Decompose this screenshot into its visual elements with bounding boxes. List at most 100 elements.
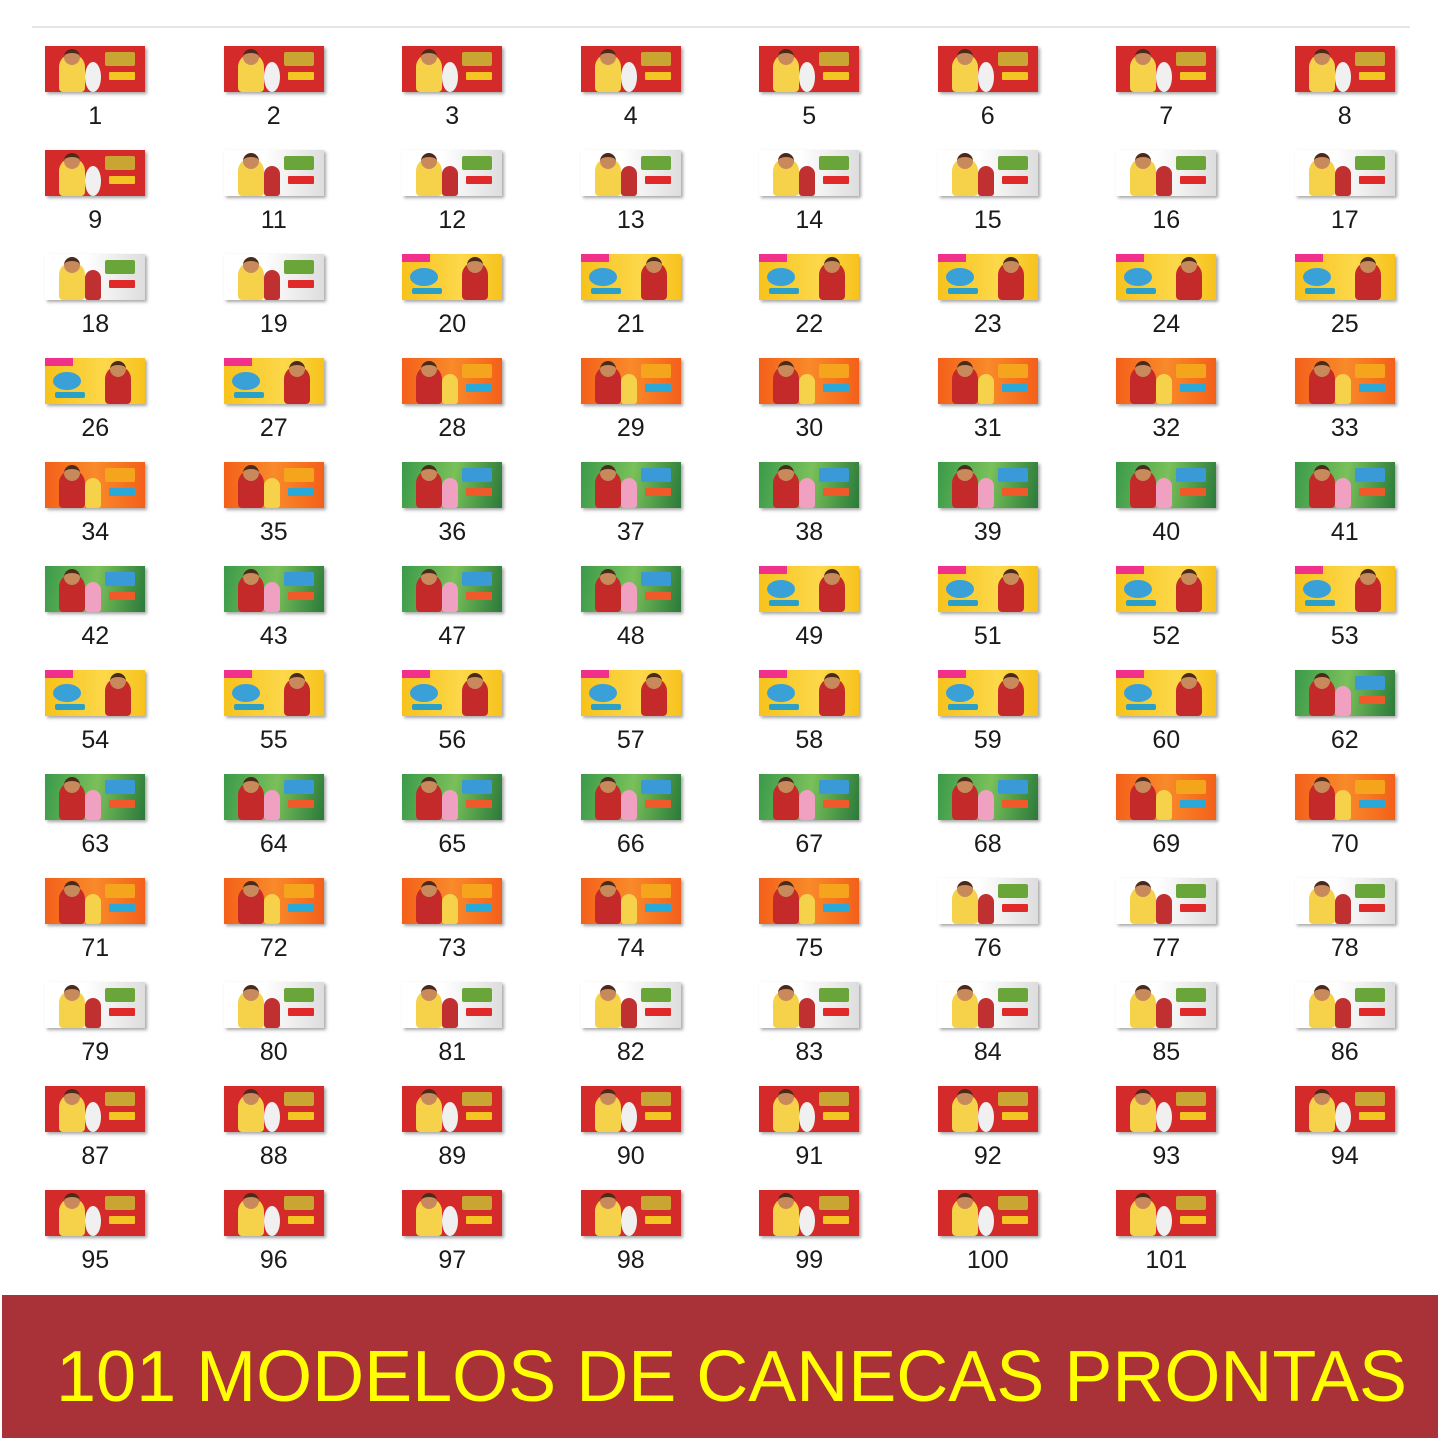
file-thumbnail[interactable]	[45, 1190, 146, 1236]
file-thumbnail[interactable]	[937, 982, 1038, 1028]
file-name[interactable]: 76	[973, 934, 1002, 962]
file-item[interactable]: 3	[363, 46, 542, 150]
file-item[interactable]: 53	[1256, 566, 1435, 670]
file-thumbnail[interactable]	[402, 358, 503, 404]
file-thumbnail[interactable]	[1294, 46, 1395, 92]
file-thumbnail[interactable]	[1294, 1086, 1395, 1132]
file-item[interactable]: 63	[6, 774, 185, 878]
file-thumbnail[interactable]	[580, 46, 681, 92]
file-item[interactable]: 8	[1256, 46, 1435, 150]
file-name[interactable]: 36	[438, 518, 467, 546]
file-thumbnail[interactable]	[580, 878, 681, 924]
file-name[interactable]: 88	[259, 1142, 288, 1170]
file-thumbnail[interactable]	[759, 878, 860, 924]
file-item[interactable]: 47	[363, 566, 542, 670]
file-thumbnail[interactable]	[1294, 982, 1395, 1028]
file-item[interactable]: 36	[363, 462, 542, 566]
file-item[interactable]: 19	[185, 254, 364, 358]
file-thumbnail[interactable]	[937, 46, 1038, 92]
file-thumbnail[interactable]	[759, 566, 860, 612]
file-item[interactable]: 20	[363, 254, 542, 358]
file-thumbnail[interactable]	[1116, 254, 1217, 300]
file-name[interactable]: 34	[81, 518, 110, 546]
file-thumbnail[interactable]	[45, 982, 146, 1028]
file-name[interactable]: 72	[259, 934, 288, 962]
file-item[interactable]: 72	[185, 878, 364, 982]
file-item[interactable]: 22	[720, 254, 899, 358]
file-name[interactable]: 98	[616, 1246, 645, 1274]
file-item[interactable]: 57	[542, 670, 721, 774]
file-thumbnail[interactable]	[759, 150, 860, 196]
file-thumbnail[interactable]	[937, 1190, 1038, 1236]
file-item[interactable]: 26	[6, 358, 185, 462]
file-item[interactable]: 75	[720, 878, 899, 982]
file-thumbnail[interactable]	[1294, 358, 1395, 404]
file-name[interactable]: 27	[259, 414, 288, 442]
file-name[interactable]: 60	[1152, 726, 1181, 754]
file-item[interactable]: 76	[899, 878, 1078, 982]
file-thumbnail[interactable]	[759, 462, 860, 508]
file-thumbnail[interactable]	[937, 150, 1038, 196]
file-name[interactable]: 52	[1152, 622, 1181, 650]
file-name[interactable]: 94	[1330, 1142, 1359, 1170]
file-item[interactable]: 73	[363, 878, 542, 982]
file-name[interactable]: 3	[445, 102, 460, 130]
file-item[interactable]: 29	[542, 358, 721, 462]
file-thumbnail[interactable]	[223, 878, 324, 924]
file-item[interactable]: 67	[720, 774, 899, 878]
file-thumbnail[interactable]	[1116, 670, 1217, 716]
file-thumbnail[interactable]	[759, 670, 860, 716]
file-thumbnail[interactable]	[223, 1086, 324, 1132]
file-name[interactable]: 39	[973, 518, 1002, 546]
file-item[interactable]: 62	[1256, 670, 1435, 774]
file-item[interactable]: 66	[542, 774, 721, 878]
file-item[interactable]: 60	[1077, 670, 1256, 774]
file-item[interactable]: 42	[6, 566, 185, 670]
file-thumbnail[interactable]	[45, 150, 146, 196]
file-item[interactable]: 79	[6, 982, 185, 1086]
file-thumbnail[interactable]	[1116, 150, 1217, 196]
file-name[interactable]: 18	[81, 310, 110, 338]
file-name[interactable]: 57	[616, 726, 645, 754]
file-thumbnail[interactable]	[1116, 1190, 1217, 1236]
file-item[interactable]: 7	[1077, 46, 1256, 150]
file-name[interactable]: 58	[795, 726, 824, 754]
file-name[interactable]: 65	[438, 830, 467, 858]
file-thumbnail[interactable]	[402, 566, 503, 612]
file-name[interactable]: 82	[616, 1038, 645, 1066]
file-thumbnail[interactable]	[1116, 774, 1217, 820]
file-thumbnail[interactable]	[759, 254, 860, 300]
file-thumbnail[interactable]	[1294, 774, 1395, 820]
file-name[interactable]: 13	[616, 206, 645, 234]
file-item[interactable]: 1	[6, 46, 185, 150]
file-thumbnail[interactable]	[402, 46, 503, 92]
file-thumbnail[interactable]	[1116, 1086, 1217, 1132]
file-name[interactable]: 16	[1152, 206, 1181, 234]
file-item[interactable]: 37	[542, 462, 721, 566]
file-item[interactable]: 9	[6, 150, 185, 254]
file-item[interactable]: 33	[1256, 358, 1435, 462]
file-item[interactable]: 48	[542, 566, 721, 670]
file-name[interactable]: 92	[973, 1142, 1002, 1170]
file-thumbnail[interactable]	[1294, 462, 1395, 508]
file-item[interactable]: 90	[542, 1086, 721, 1190]
file-item[interactable]: 55	[185, 670, 364, 774]
file-thumbnail[interactable]	[45, 358, 146, 404]
file-name[interactable]: 48	[616, 622, 645, 650]
file-thumbnail[interactable]	[759, 46, 860, 92]
file-name[interactable]: 75	[795, 934, 824, 962]
file-name[interactable]: 86	[1330, 1038, 1359, 1066]
file-thumbnail[interactable]	[937, 670, 1038, 716]
file-name[interactable]: 33	[1330, 414, 1359, 442]
file-name[interactable]: 31	[973, 414, 1002, 442]
file-name[interactable]: 25	[1330, 310, 1359, 338]
file-item[interactable]: 99	[720, 1190, 899, 1294]
file-item[interactable]: 101	[1077, 1190, 1256, 1294]
file-item[interactable]: 97	[363, 1190, 542, 1294]
file-name[interactable]: 91	[795, 1142, 824, 1170]
file-item[interactable]: 77	[1077, 878, 1256, 982]
file-item[interactable]: 17	[1256, 150, 1435, 254]
file-name[interactable]: 40	[1152, 518, 1181, 546]
file-name[interactable]: 9	[88, 206, 103, 234]
file-item[interactable]: 78	[1256, 878, 1435, 982]
